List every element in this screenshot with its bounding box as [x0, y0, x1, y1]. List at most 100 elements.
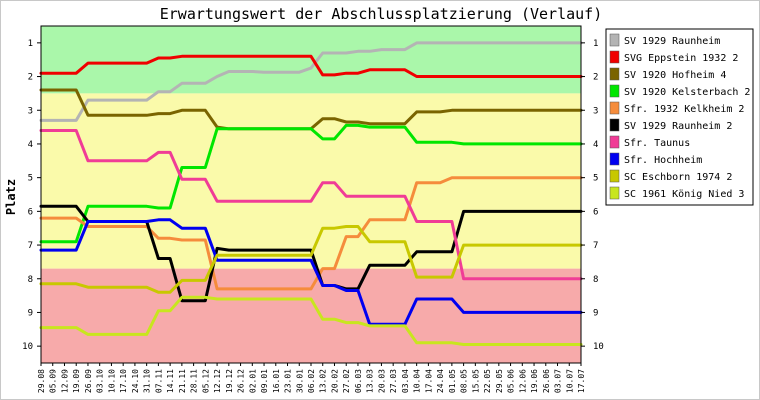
- background-band-1: [41, 26, 581, 94]
- y-tick-label-right: 5: [593, 174, 598, 184]
- x-tick-label: 05.09: [49, 369, 58, 393]
- x-tick-label: 15.05: [471, 369, 480, 393]
- x-tick-label: 23.01: [284, 369, 293, 393]
- y-tick-label-right: 7: [593, 241, 598, 251]
- series-line-2: [39, 54, 583, 78]
- legend: SV 1929 Raunheim SVG Eppstein 1932 2 SV 19…: [605, 28, 754, 206]
- series-lines: [39, 41, 583, 346]
- x-tick-label: 02.01: [248, 369, 257, 393]
- legend-swatch: [609, 135, 620, 149]
- y-ticks-left: 1 2 3 4 5 6 7 8 9 10: [22, 39, 41, 352]
- x-tick-label: 28.11: [190, 369, 199, 393]
- legend-entry-label: Sfr. Hochheim: [624, 155, 702, 166]
- x-tick-label: 21.11: [178, 369, 187, 393]
- background-band-2: [41, 93, 581, 269]
- legend-swatch: [609, 84, 620, 98]
- x-tick-label: 26.06: [542, 369, 551, 393]
- x-tick-label: 03.04: [401, 369, 410, 393]
- series-line-10: [39, 295, 583, 346]
- series-line-5: [39, 176, 583, 291]
- x-tick-label: 31.10: [143, 369, 152, 393]
- y-tick-label-right: 8: [593, 275, 598, 285]
- x-tick-label: 06.02: [307, 369, 316, 393]
- legend-swatch: [609, 101, 620, 115]
- legend-swatch: [609, 118, 620, 132]
- x-tick-label: 19.09: [72, 369, 81, 393]
- y-tick-label-right: 4: [593, 140, 598, 150]
- y-tick-label-right: 3: [593, 106, 598, 116]
- y-tick-label-left: 6: [28, 207, 33, 217]
- series-line-7: [39, 129, 583, 281]
- x-tick-label: 16.01: [272, 369, 281, 393]
- x-tick-label: 17.04: [424, 369, 433, 393]
- x-tick-label: 29.08: [37, 369, 46, 393]
- x-tick-label: 26.12: [237, 369, 246, 393]
- x-tick-label: 27.02: [342, 369, 351, 393]
- legend-swatch: [609, 186, 620, 200]
- legend-entry-label: SV 1929 Raunheim 2: [624, 121, 732, 132]
- legend-entry-label: SV 1920 Hofheim 4: [624, 70, 726, 81]
- legend-swatch: [609, 169, 620, 183]
- x-tick-label: 05.06: [507, 369, 516, 393]
- x-tick-label: 20.02: [330, 369, 339, 393]
- background-bands: [41, 26, 581, 363]
- x-tick-label: 22.05: [483, 369, 492, 393]
- chart-title: Erwartungswert der Abschlussplatzierung …: [160, 5, 603, 23]
- x-tick-label: 17.10: [119, 369, 128, 393]
- legend-swatch: [609, 67, 620, 81]
- x-tick-label: 01.05: [448, 369, 457, 393]
- y-tick-label-left: 10: [22, 342, 33, 352]
- x-tick-label: 10.04: [413, 369, 422, 393]
- legend-entry-label: Sfr. 1932 Kelkheim 2: [624, 104, 744, 115]
- x-tick-label: 10.10: [107, 369, 116, 393]
- y-tick-label-right: 1: [593, 39, 598, 49]
- y-tick-label-right: 2: [593, 73, 598, 83]
- legend-swatch: [609, 152, 620, 166]
- x-tick-label: 20.03: [377, 369, 386, 393]
- legend-entry-label: Sfr. Taunus: [624, 138, 690, 149]
- x-tick-label: 12.06: [518, 369, 527, 393]
- series-line-1: [39, 41, 583, 122]
- x-tick-label: 14.11: [166, 369, 175, 393]
- y-tick-label-left: 2: [28, 73, 33, 83]
- legend-entry-label: SVG Eppstein 1932 2: [624, 53, 738, 64]
- x-tick-label: 08.05: [460, 369, 469, 393]
- x-tick-label: 03.07: [554, 369, 563, 393]
- x-tick-label: 26.09: [84, 369, 93, 393]
- y-tick-label-left: 9: [28, 308, 33, 318]
- x-tick-label: 24.10: [131, 369, 140, 393]
- y-tick-label-left: 7: [28, 241, 33, 251]
- legend-entry-label: SV 1920 Kelsterbach 2: [624, 87, 750, 98]
- x-tick-label: 29.05: [495, 369, 504, 393]
- series-line-9: [39, 225, 583, 294]
- legend-swatch: [609, 33, 620, 47]
- x-tick-label: 27.03: [389, 369, 398, 393]
- x-tick-label: 19.12: [225, 369, 234, 393]
- x-tick-label: 06.03: [354, 369, 363, 393]
- background-band-3: [41, 268, 581, 363]
- y-ticks-right: 1 2 3 4 5 6 7 8 9 10: [581, 39, 604, 352]
- x-tick-label: 05.12: [201, 369, 210, 393]
- x-tick-label: 10.07: [565, 369, 574, 393]
- y-tick-label-left: 1: [28, 39, 33, 49]
- y-axis-label: Platz: [4, 179, 18, 215]
- legend-entry-label: SC 1961 König Nied 3: [624, 189, 744, 200]
- y-tick-label-left: 8: [28, 275, 33, 285]
- x-tick-label: 13.03: [366, 369, 375, 393]
- x-tick-label: 30.01: [295, 369, 304, 393]
- x-tick-label: 17.07: [577, 369, 586, 393]
- y-tick-label-left: 3: [28, 106, 33, 116]
- x-tick-label: 07.11: [154, 369, 163, 393]
- x-tick-label: 24.04: [436, 369, 445, 393]
- legend-entry-label: SC Eschborn 1974 2: [624, 172, 732, 183]
- series-line-4: [39, 123, 583, 244]
- x-tick-label: 12.09: [60, 369, 69, 393]
- x-tick-label: 19.06: [530, 369, 539, 393]
- y-tick-label-right: 6: [593, 207, 598, 217]
- x-tick-label: 12.12: [213, 369, 222, 393]
- x-ticks: 29.08 05.09 12.09 19.09 26.09 03.10 10.10 17.10…: [37, 363, 586, 393]
- legend-entry-label: SV 1929 Raunheim: [624, 36, 720, 47]
- y-tick-label-right: 9: [593, 308, 598, 318]
